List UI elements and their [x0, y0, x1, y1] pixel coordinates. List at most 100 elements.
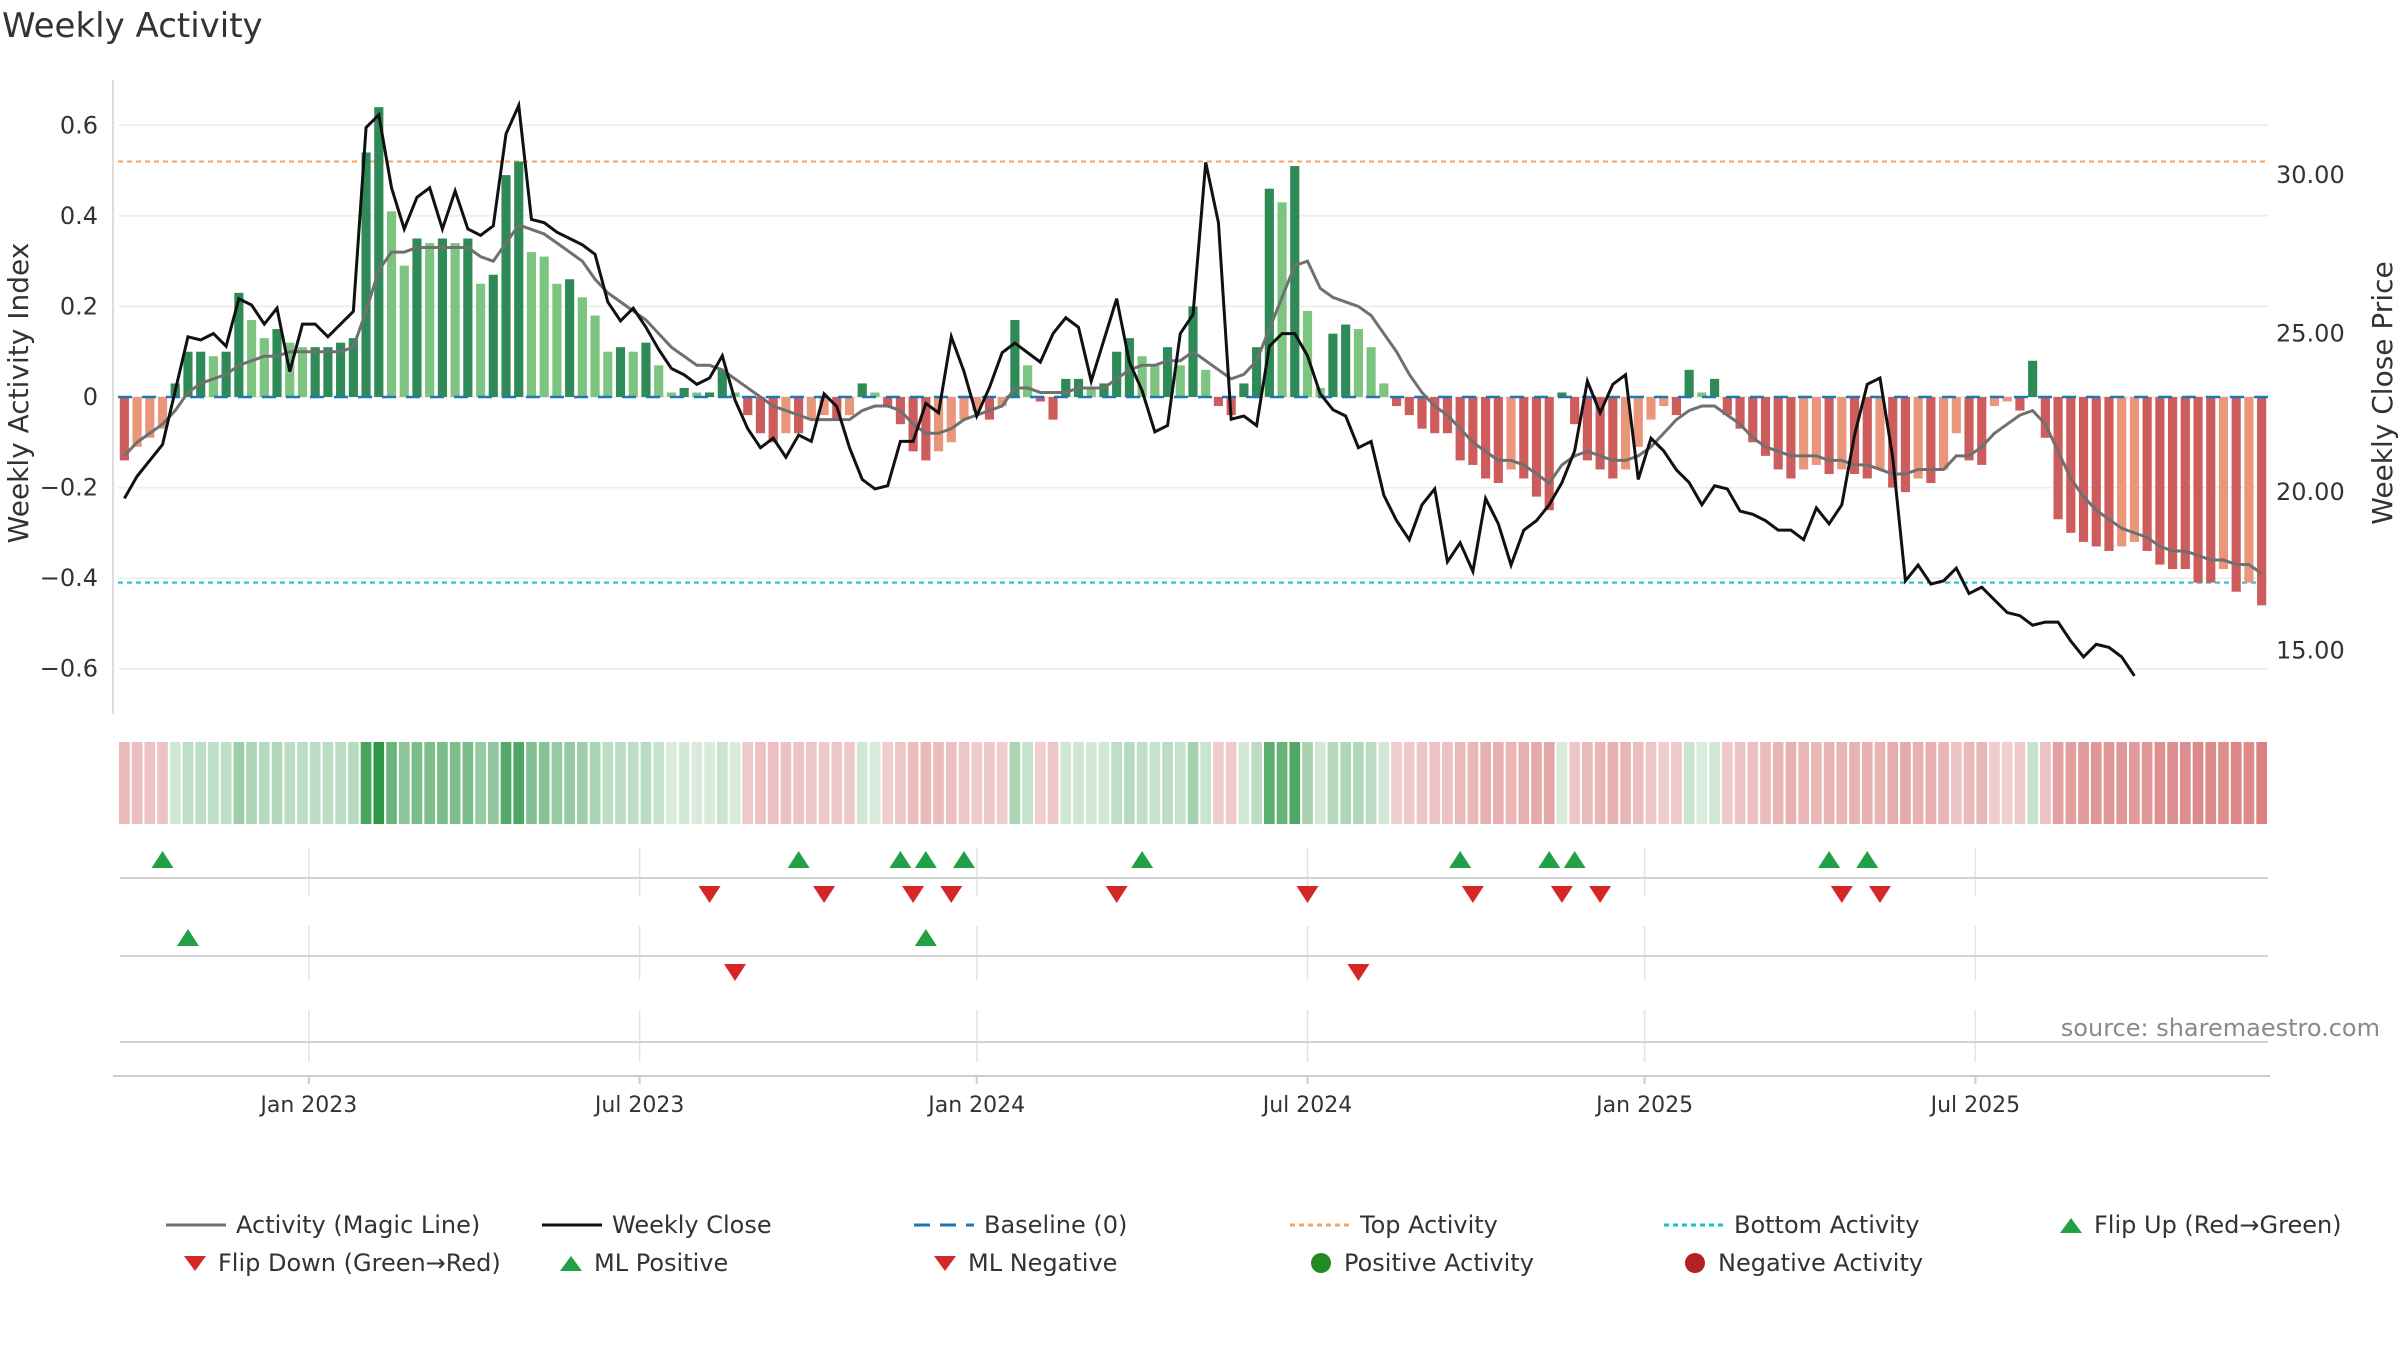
legend-label: Baseline (0) [984, 1211, 1128, 1239]
heat-cell [1518, 742, 1530, 824]
activity-bar [1430, 397, 1440, 434]
heat-cell [2103, 742, 2115, 824]
legend: Activity (Magic Line) Weekly Close Basel… [0, 1200, 2400, 1290]
top-line-swatch-icon [1290, 1223, 1350, 1227]
legend-item-negative-activity: Negative Activity [1682, 1248, 1923, 1277]
heat-cell [1836, 742, 1848, 824]
heat-cell [1912, 742, 1924, 824]
activity-bar [399, 265, 409, 397]
activity-bar [692, 392, 702, 397]
flip-down-marker [1461, 886, 1484, 903]
flip-down-marker [1296, 886, 1319, 903]
bottom-line-swatch-icon [1664, 1223, 1724, 1227]
activity-bar [1061, 378, 1071, 397]
activity-bar [1417, 397, 1427, 429]
heat-cell [2027, 742, 2038, 824]
heat-cell [169, 742, 181, 824]
activity-bar [666, 392, 676, 397]
activity-bar [1748, 397, 1758, 443]
activity-bar [501, 175, 511, 397]
activity-chart: 0.6 0.4 0.2 0 −0.2 −0.4 −0.6 30.00 25.00 20.00 15.… [2, 80, 2399, 1118]
heat-cell [1200, 742, 1212, 824]
activity-bar [844, 397, 855, 416]
x-tick-label: Jan 2024 [926, 1093, 1025, 1118]
activity-bar [1595, 397, 1605, 470]
activity-bar [755, 397, 766, 434]
heat-cell [1569, 742, 1580, 824]
heat-cell [716, 742, 728, 824]
heat-cell [538, 742, 550, 824]
activity-bar [1722, 397, 1732, 416]
activity-bar [463, 238, 473, 397]
flip-down-marker [698, 886, 721, 903]
activity-bar [959, 397, 969, 420]
activity-bar [374, 107, 384, 398]
legend-label: Flip Down (Green→Red) [218, 1249, 501, 1277]
activity-bar [997, 397, 1007, 407]
heat-cell [1263, 742, 1275, 824]
heat-cell [1683, 742, 1695, 824]
heat-cell [869, 742, 881, 824]
activity-bar [641, 342, 651, 397]
y-tick-label: −0.6 [40, 655, 98, 683]
activity-bar [679, 387, 689, 397]
activity-bar [1989, 397, 2000, 407]
flip-up-marker [889, 851, 912, 868]
heat-cell [373, 742, 385, 824]
activity-bar [1913, 397, 1923, 479]
activity-bar [2040, 397, 2050, 438]
heat-cell [2141, 742, 2153, 824]
heat-cell [1060, 742, 1072, 824]
heat-cell [2014, 742, 2026, 824]
source-label: source: sharemaestro.com [2060, 1014, 2380, 1042]
heat-cell [742, 742, 754, 824]
heat-cell [2179, 742, 2191, 824]
legend-item-top-activity: Top Activity [1290, 1210, 1498, 1239]
heat-cell [1480, 742, 1491, 824]
heat-cell [1785, 742, 1797, 824]
heat-cell [1429, 742, 1441, 824]
activity-bar [1404, 397, 1414, 416]
x-tick-label: Jan 2023 [258, 1093, 357, 1118]
activity-bar [1557, 392, 1567, 397]
heat-cell [500, 742, 512, 824]
heat-cell [513, 742, 525, 824]
heat-cell [1302, 742, 1313, 824]
activity-bar [1023, 365, 1033, 397]
heat-cell [2192, 742, 2204, 824]
activity-bar [2206, 397, 2216, 583]
magic-line [123, 223, 2263, 575]
triangle-up-icon [560, 1256, 582, 1271]
activity-bar [1977, 397, 1987, 465]
activity-bar [2142, 397, 2152, 551]
heat-cell [1645, 742, 1657, 824]
ml-positive-marker [176, 929, 199, 946]
activity-bar [539, 256, 549, 397]
activity-bar [145, 397, 155, 438]
activity-bar [704, 392, 715, 397]
activity-bar [1519, 397, 1529, 479]
heat-cell [360, 742, 372, 824]
activity-bar [1939, 397, 1949, 470]
heat-cell [1811, 742, 1822, 824]
legend-label: ML Positive [594, 1249, 729, 1277]
activity-bar [450, 243, 460, 397]
activity-bar [386, 211, 397, 397]
activity-bar [2104, 397, 2114, 551]
activity-bar [1799, 397, 1809, 470]
activity-bar [1379, 383, 1389, 397]
activity-bar [2218, 397, 2229, 570]
activity-bar [2168, 397, 2178, 570]
legend-label: Positive Activity [1344, 1249, 1534, 1277]
activity-bar [819, 397, 829, 416]
flip-up-marker [787, 851, 810, 868]
heat-cell [1085, 742, 1097, 824]
activity-bar [1086, 387, 1096, 397]
heat-cell [1543, 742, 1555, 824]
heat-cell [1632, 742, 1644, 824]
heat-cell [704, 742, 715, 824]
heat-cell [971, 742, 983, 824]
activity-bar [272, 329, 282, 397]
heat-cell [398, 742, 410, 824]
activity-bar [2129, 397, 2139, 542]
